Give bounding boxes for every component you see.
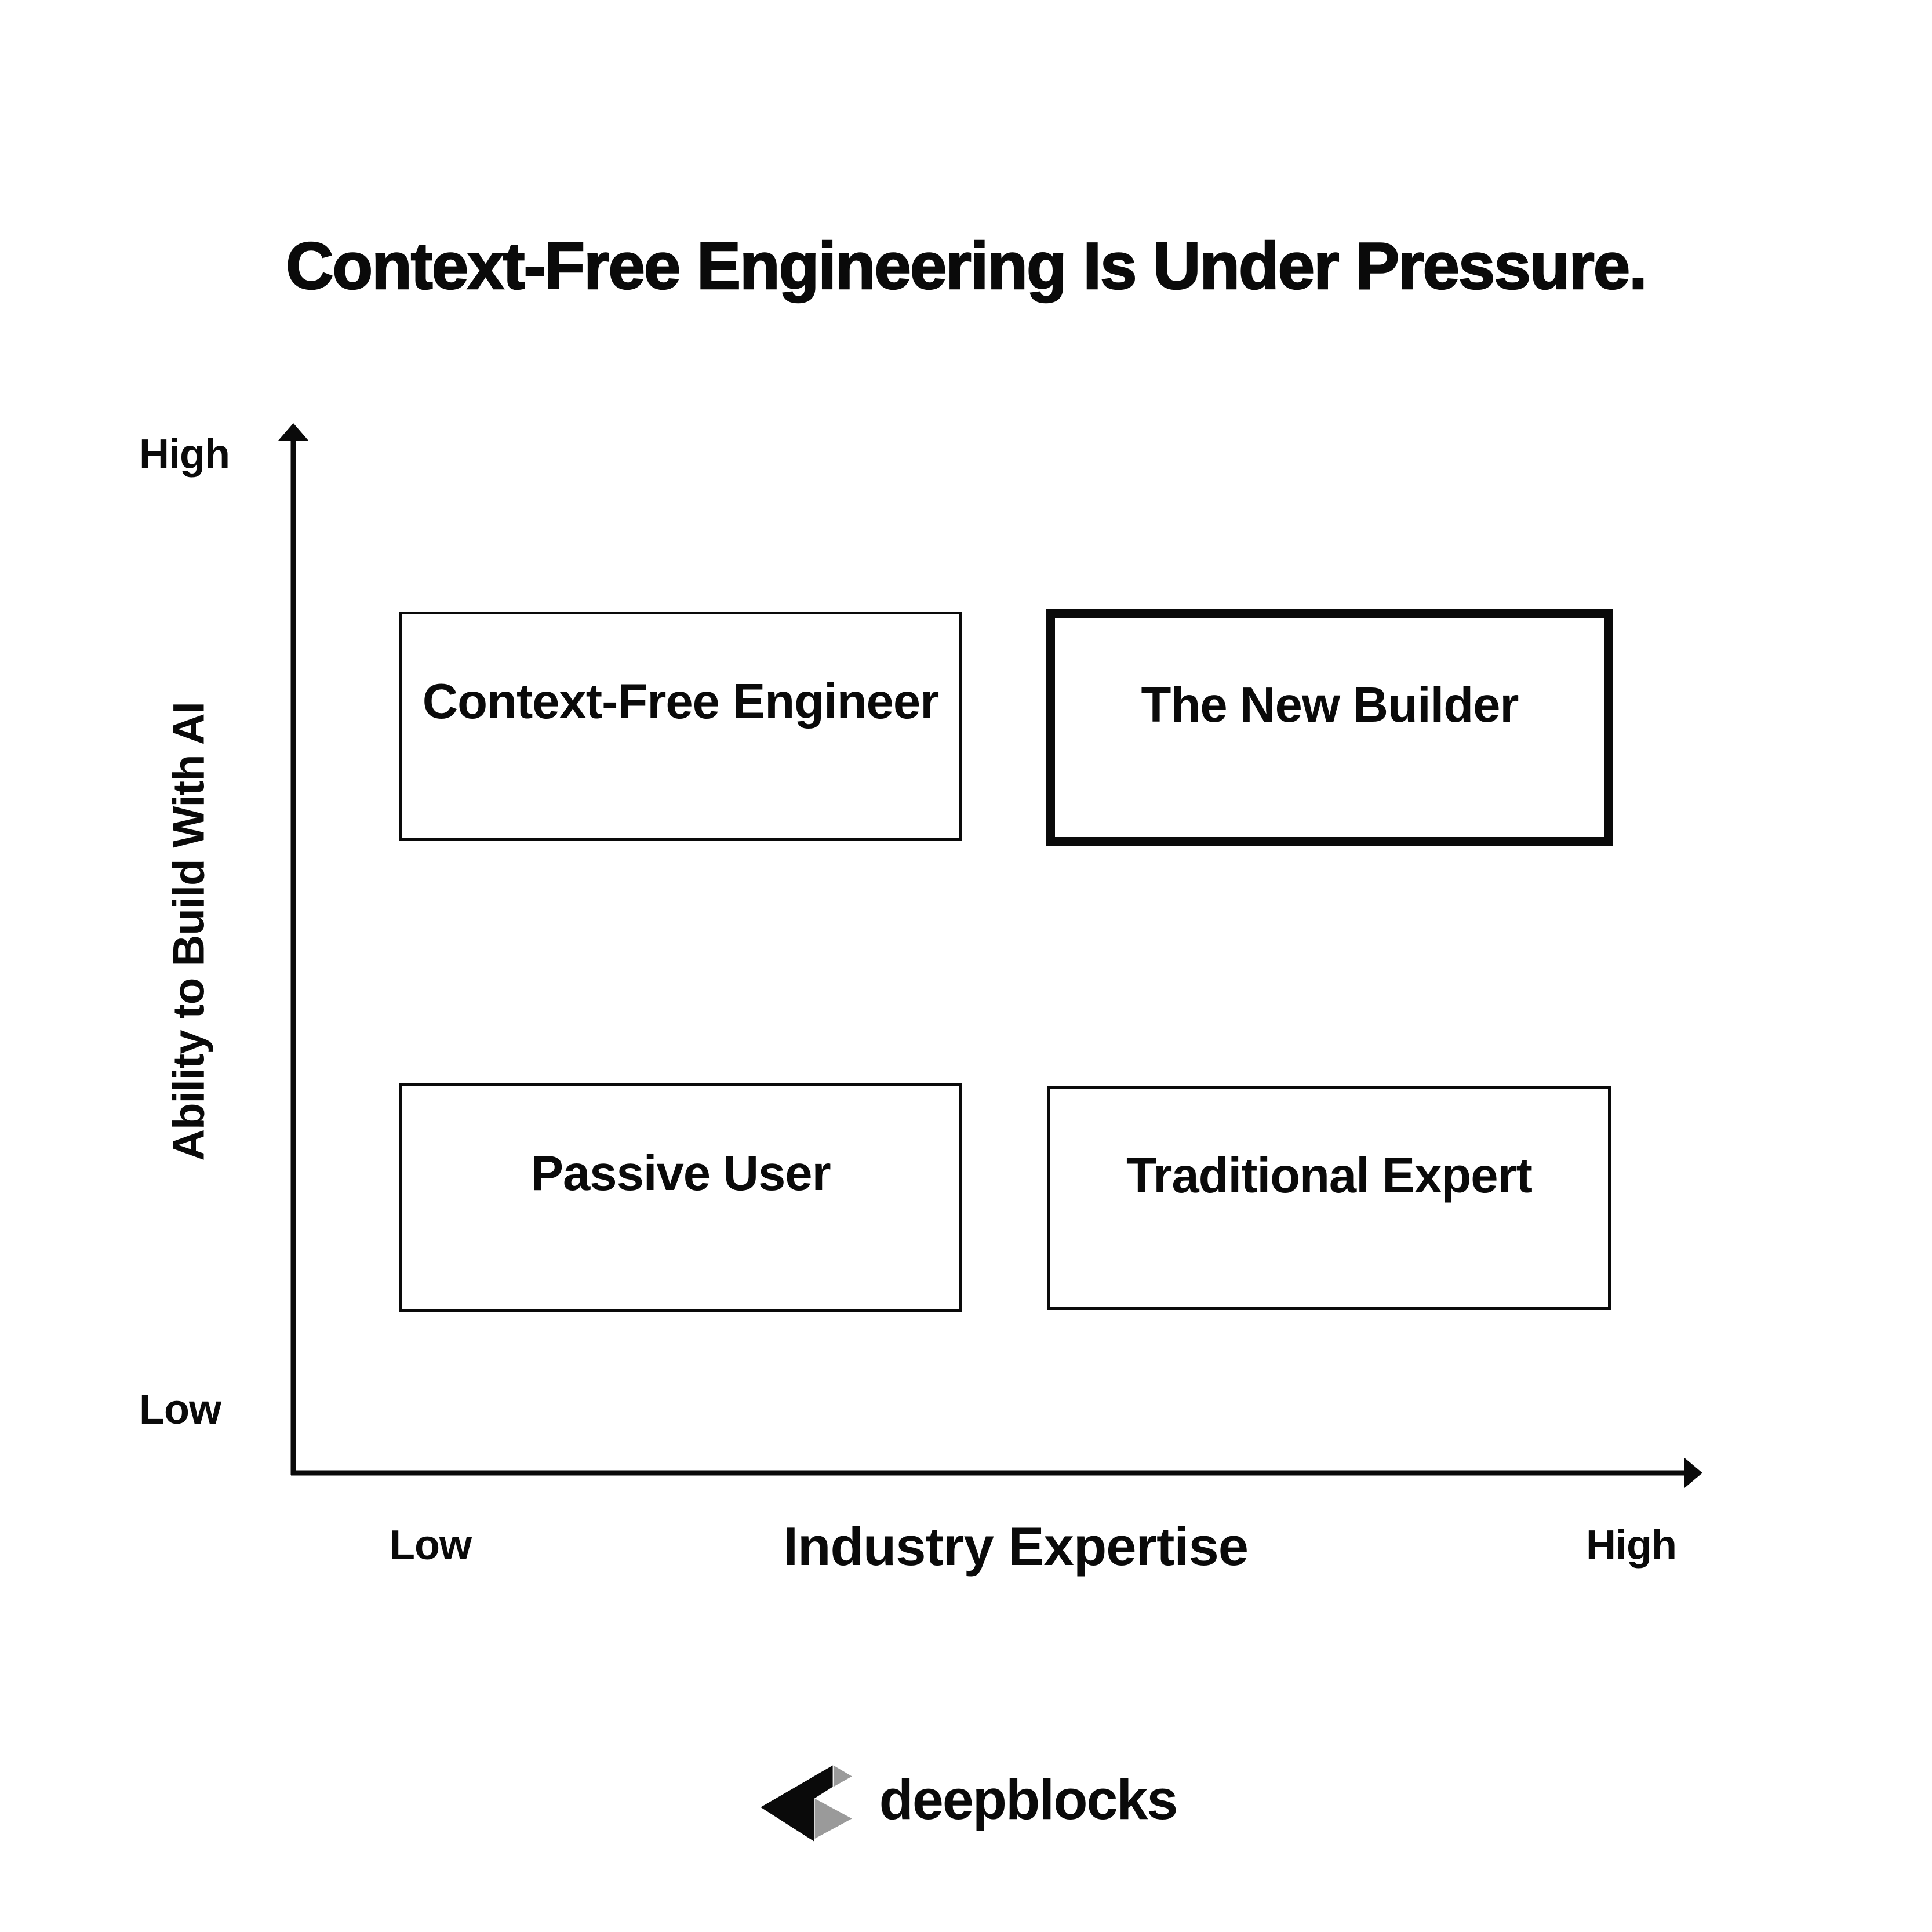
quadrant-label: Context-Free Engineer xyxy=(422,674,940,729)
brand-lockup: deepblocks xyxy=(0,1761,1932,1846)
x-axis-high-label: High xyxy=(1586,1522,1677,1569)
quadrant-label: Passive User xyxy=(530,1146,831,1201)
y-axis-arrow-icon xyxy=(278,423,308,441)
y-axis-title: Ability to Build With AI xyxy=(164,702,214,1161)
quadrant-passive-user: Passive User xyxy=(399,1083,962,1312)
quadrant-label: The New Builder xyxy=(1141,678,1519,733)
page-title: Context-Free Engineering Is Under Pressu… xyxy=(285,229,1648,304)
deepblocks-logo-icon xyxy=(760,1765,852,1842)
y-axis-high-label: High xyxy=(139,431,230,478)
y-axis-low-label: Low xyxy=(139,1387,221,1433)
quadrant-context-free-engineer: Context-Free Engineer xyxy=(399,612,962,841)
quadrant-the-new-builder: The New Builder xyxy=(1046,609,1613,846)
quadrant-label: Traditional Expert xyxy=(1126,1148,1533,1203)
x-axis-low-label: Low xyxy=(390,1522,472,1569)
quadrant-traditional-expert: Traditional Expert xyxy=(1047,1086,1611,1310)
x-axis-title: Industry Expertise xyxy=(783,1516,1249,1577)
brand-wordmark: deepblocks xyxy=(879,1767,1178,1831)
x-axis-arrow-icon xyxy=(1684,1458,1702,1488)
